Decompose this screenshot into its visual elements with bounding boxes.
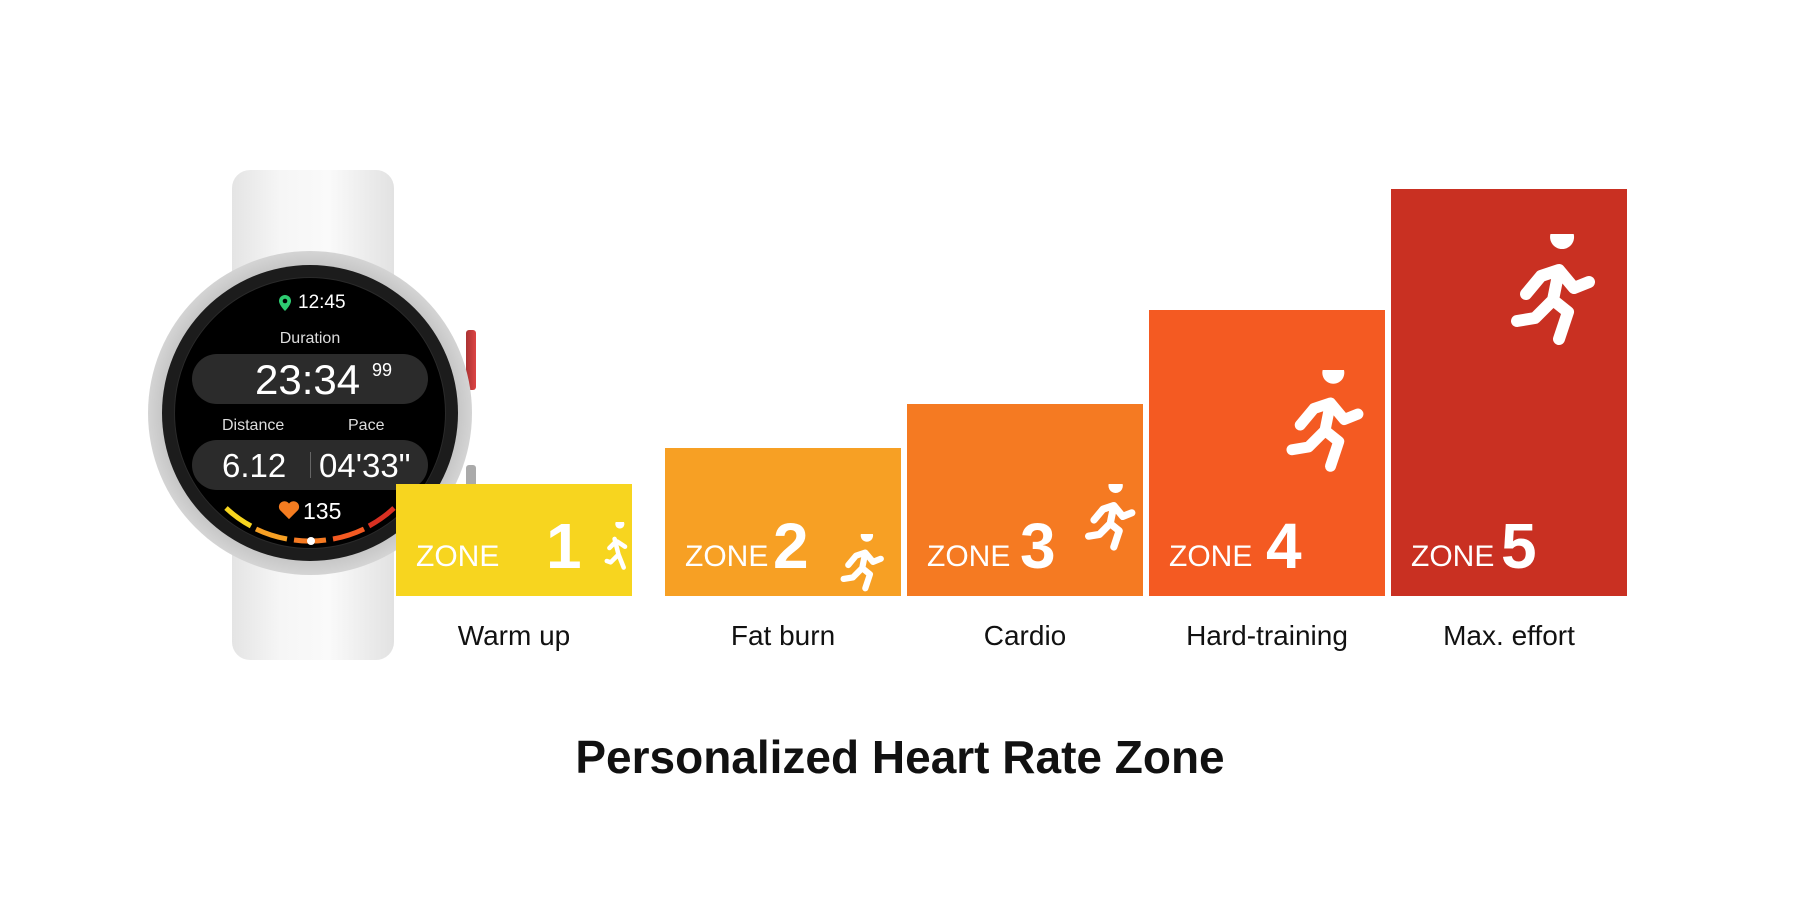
- zone-2-bar: ZONE 2: [665, 448, 901, 596]
- pace-label: Pace: [348, 417, 385, 434]
- zone-5-label: Max. effort: [1443, 620, 1575, 651]
- zone-4-bar: ZONE 4: [1149, 310, 1385, 596]
- runner-icon: [1085, 484, 1136, 551]
- zone-word: ZONE: [927, 540, 1011, 573]
- distance-value: 6.12: [222, 447, 287, 484]
- zone-number: 3: [1020, 510, 1056, 582]
- zone-5-bar: ZONE 5: [1391, 189, 1627, 596]
- watch-button-top: [466, 330, 476, 390]
- zone-2-label: Fat burn: [730, 620, 836, 651]
- zone-word: ZONE: [685, 540, 769, 573]
- zone-1-bar: ZONE 1: [396, 484, 632, 596]
- zone-word: ZONE: [1411, 540, 1495, 573]
- zone-word: ZONE: [416, 540, 500, 573]
- duration-value: 23:34: [255, 356, 361, 403]
- zone-word: ZONE: [1169, 540, 1253, 573]
- zone-number: 4: [1266, 510, 1302, 582]
- zone-number: 2: [773, 510, 809, 582]
- divider: [310, 452, 311, 478]
- distance-label: Distance: [222, 417, 285, 434]
- page-title: Personalized Heart Rate Zone: [575, 731, 1225, 783]
- zone-1-label: Warm up: [457, 620, 571, 651]
- heart-icon: [278, 501, 300, 520]
- duration-pill: [192, 354, 428, 404]
- runner-icon: [840, 534, 884, 592]
- location-pin-icon: [279, 295, 291, 311]
- heart-rate-zone-arc: [224, 506, 396, 545]
- duration-hundredths: 99: [372, 360, 393, 380]
- zone-number: 5: [1501, 510, 1537, 582]
- walker-icon: [604, 522, 628, 570]
- runner-icon: [1286, 370, 1364, 472]
- zone-number: 1: [546, 510, 582, 582]
- sprinter-icon: [1511, 234, 1595, 345]
- watch-time: 12:45: [298, 292, 346, 313]
- zone-3-label: Cardio: [983, 620, 1067, 651]
- zone-3-bar: ZONE 3: [907, 404, 1143, 596]
- pace-value: 04'33": [319, 447, 411, 484]
- zone-4-label: Hard-training: [1186, 620, 1348, 651]
- duration-label: Duration: [279, 330, 341, 347]
- heart-rate-value: 135: [303, 498, 342, 524]
